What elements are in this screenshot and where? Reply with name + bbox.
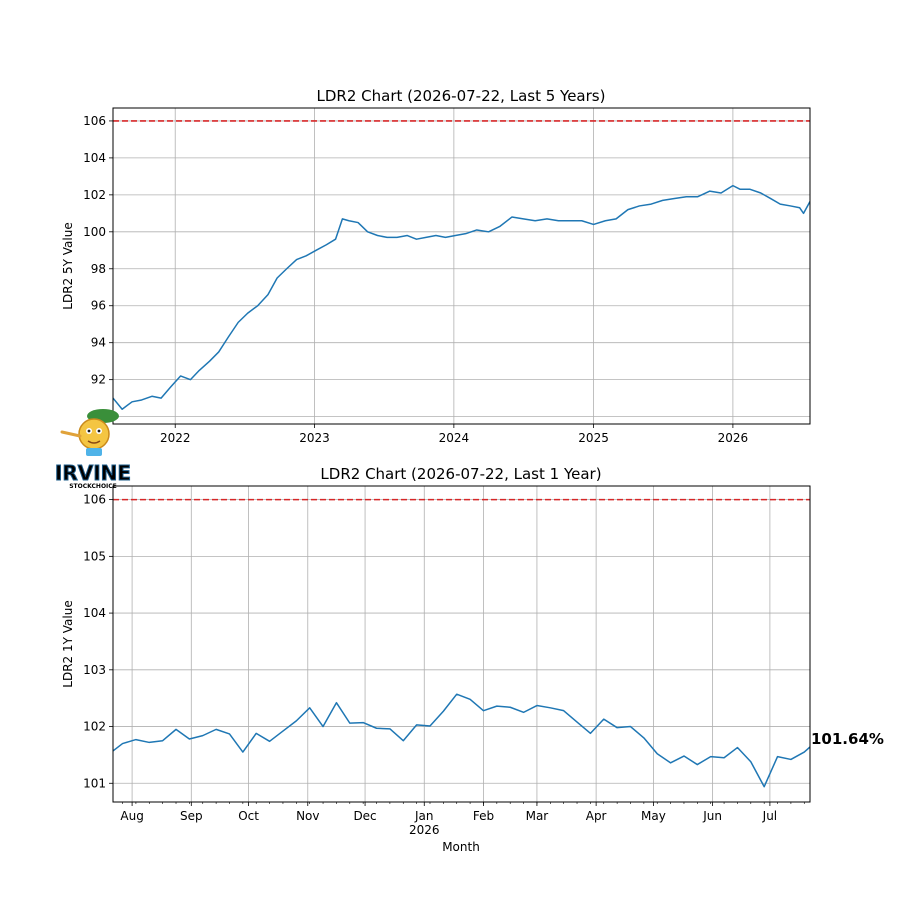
pinocchio-mascot-icon: [60, 409, 119, 456]
chart-1y-ytick-label: 106: [83, 493, 106, 507]
chart-5y-title: LDR2 Chart (2026-07-22, Last 5 Years): [317, 87, 606, 105]
logo-subtext: STOCKCHOICE: [69, 483, 117, 490]
chart-1y-series-line: [113, 693, 810, 788]
chart-1y-xtick-label: Jul: [762, 809, 777, 823]
chart-1y-ytick-label: 101: [83, 776, 106, 790]
chart-1y-xtick-label: Jan: [414, 809, 434, 823]
chart-5y-series-line: [113, 184, 810, 410]
irvine-logo: IRVINE STOCKCHOICE: [54, 409, 132, 490]
chart-1y-xtick-label: Mar: [526, 809, 549, 823]
chart-1y-xtick-label: May: [641, 809, 666, 823]
chart-1y-ytick-label: 103: [83, 663, 106, 677]
chart-1y: LDR2 Chart (2026-07-22, Last 1 Year) LDR…: [61, 465, 884, 854]
chart-5y-ytick-label: 96: [91, 299, 106, 313]
chart-1y-xtick-label: Sep: [180, 809, 203, 823]
chart-1y-xtick-label: Nov: [296, 809, 319, 823]
chart-1y-xtick-label: Dec: [353, 809, 376, 823]
chart-1y-xlabel: Month: [442, 840, 480, 854]
chart-1y-title: LDR2 Chart (2026-07-22, Last 1 Year): [320, 465, 601, 483]
chart-5y-xtick-label: 2023: [299, 431, 330, 445]
chart-5y-xtick-label: 2025: [578, 431, 609, 445]
chart-5y-ytick-label: 104: [83, 151, 106, 165]
chart-5y-grid: [113, 108, 810, 424]
chart-1y-axes: [112, 485, 811, 803]
chart-1y-xtick-label: Oct: [238, 809, 259, 823]
chart-1y-series: [113, 693, 810, 788]
chart-1y-xtick-label: Feb: [473, 809, 494, 823]
chart-1y-xtick-label: Apr: [586, 809, 607, 823]
chart-5y-ytick-label: 100: [83, 225, 106, 239]
chart-1y-xtick-sublabel: 2026: [409, 823, 440, 837]
chart-5y-ytick-label: 92: [91, 373, 106, 387]
chart-5y-xtick-label: 2022: [160, 431, 191, 445]
chart-1y-ytick-label: 102: [83, 720, 106, 734]
chart-1y-xtick-label: Jun: [702, 809, 722, 823]
chart-5y-xtick-label: 2024: [439, 431, 470, 445]
chart-5y-ytick-label: 102: [83, 188, 106, 202]
chart-5y-ytick-label: 94: [91, 336, 106, 350]
chart-1y-end-label: 101.64%: [811, 730, 884, 748]
logo-text: IRVINE: [55, 461, 131, 485]
chart-5y-ylabel: LDR2 5Y Value: [61, 222, 75, 309]
chart-1y-xtick-label: Aug: [120, 809, 143, 823]
chart-5y-axes-frame: [112, 107, 811, 425]
chart-1y-ytick-label: 104: [83, 606, 106, 620]
chart-5y-ytick-label: 106: [83, 114, 106, 128]
chart-5y-axes: [112, 107, 811, 425]
chart-1y-ylabel: LDR2 1Y Value: [61, 600, 75, 687]
chart-5y-series: [113, 184, 810, 410]
chart-1y-ticks: 101 102 103 104 105 106 Aug Sep Oct Nov Dec Jan2026…: [83, 493, 805, 837]
chart-1y-ytick-label: 105: [83, 549, 106, 563]
chart-1y-axes-frame: [112, 485, 811, 803]
chart-5y-ytick-label: 98: [91, 262, 106, 276]
chart-5y: LDR2 Chart (2026-07-22, Last 5 Years) LD…: [61, 87, 811, 445]
chart-5y-xtick-label: 2026: [718, 431, 749, 445]
